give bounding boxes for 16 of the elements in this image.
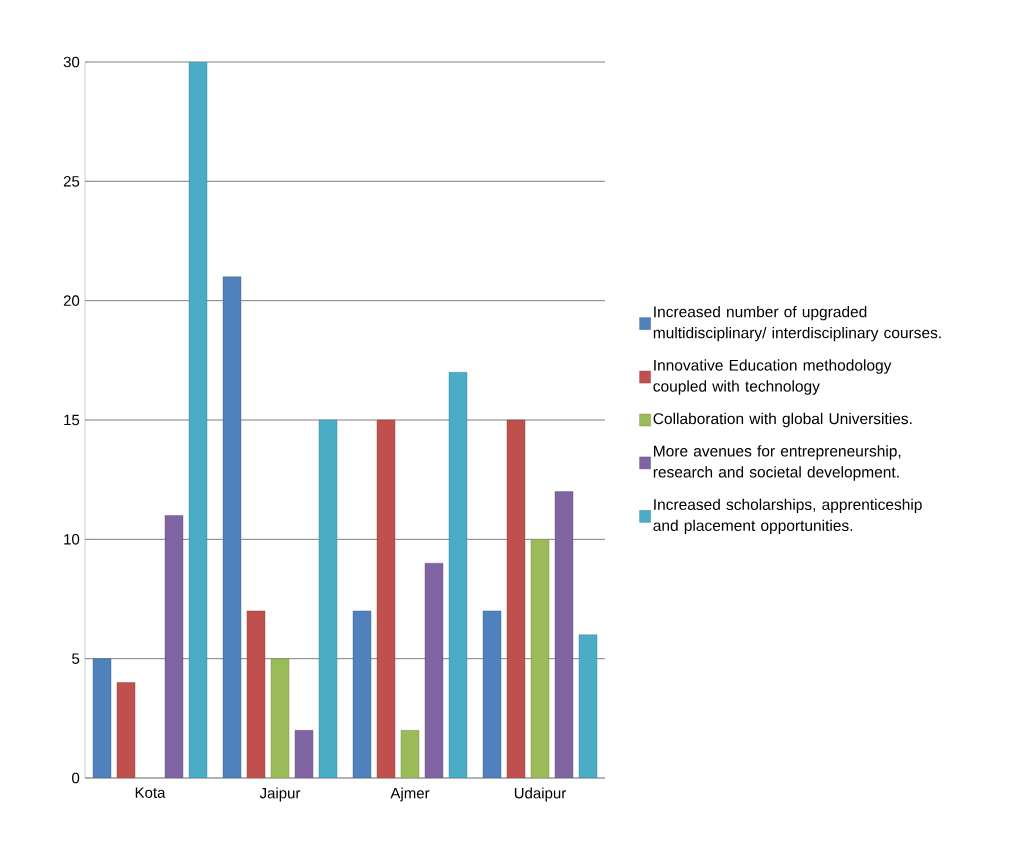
x-tick-label: Ajmer <box>390 787 430 802</box>
legend-label: More avenues for entrepreneurship, research and societal development. <box>653 445 901 481</box>
y-tick-label: 15 <box>64 414 80 426</box>
legend-label: Innovative Education methodology coupled with technology <box>653 359 892 395</box>
legend-label: Increased number of upgraded multidisciplinary/ interdisciplinary courses. <box>653 305 941 342</box>
y-tick-label: 20 <box>63 295 80 306</box>
y-tick-label: 5 <box>72 653 80 664</box>
y-tick-label: 30 <box>63 56 80 68</box>
y-tick-label: 0 <box>72 772 80 784</box>
x-tick-label: Kota <box>135 787 166 798</box>
legend-label: Collaboration with global Universities. <box>653 412 912 428</box>
y-tick-label: 25 <box>63 176 80 187</box>
y-tick-label: 10 <box>64 534 80 545</box>
x-tick-label: Jaipur <box>259 787 301 802</box>
x-tick-label: Udaipur <box>514 787 567 802</box>
legend-label: Increased scholarships, apprenticeship and placement opportunities. <box>653 498 922 535</box>
